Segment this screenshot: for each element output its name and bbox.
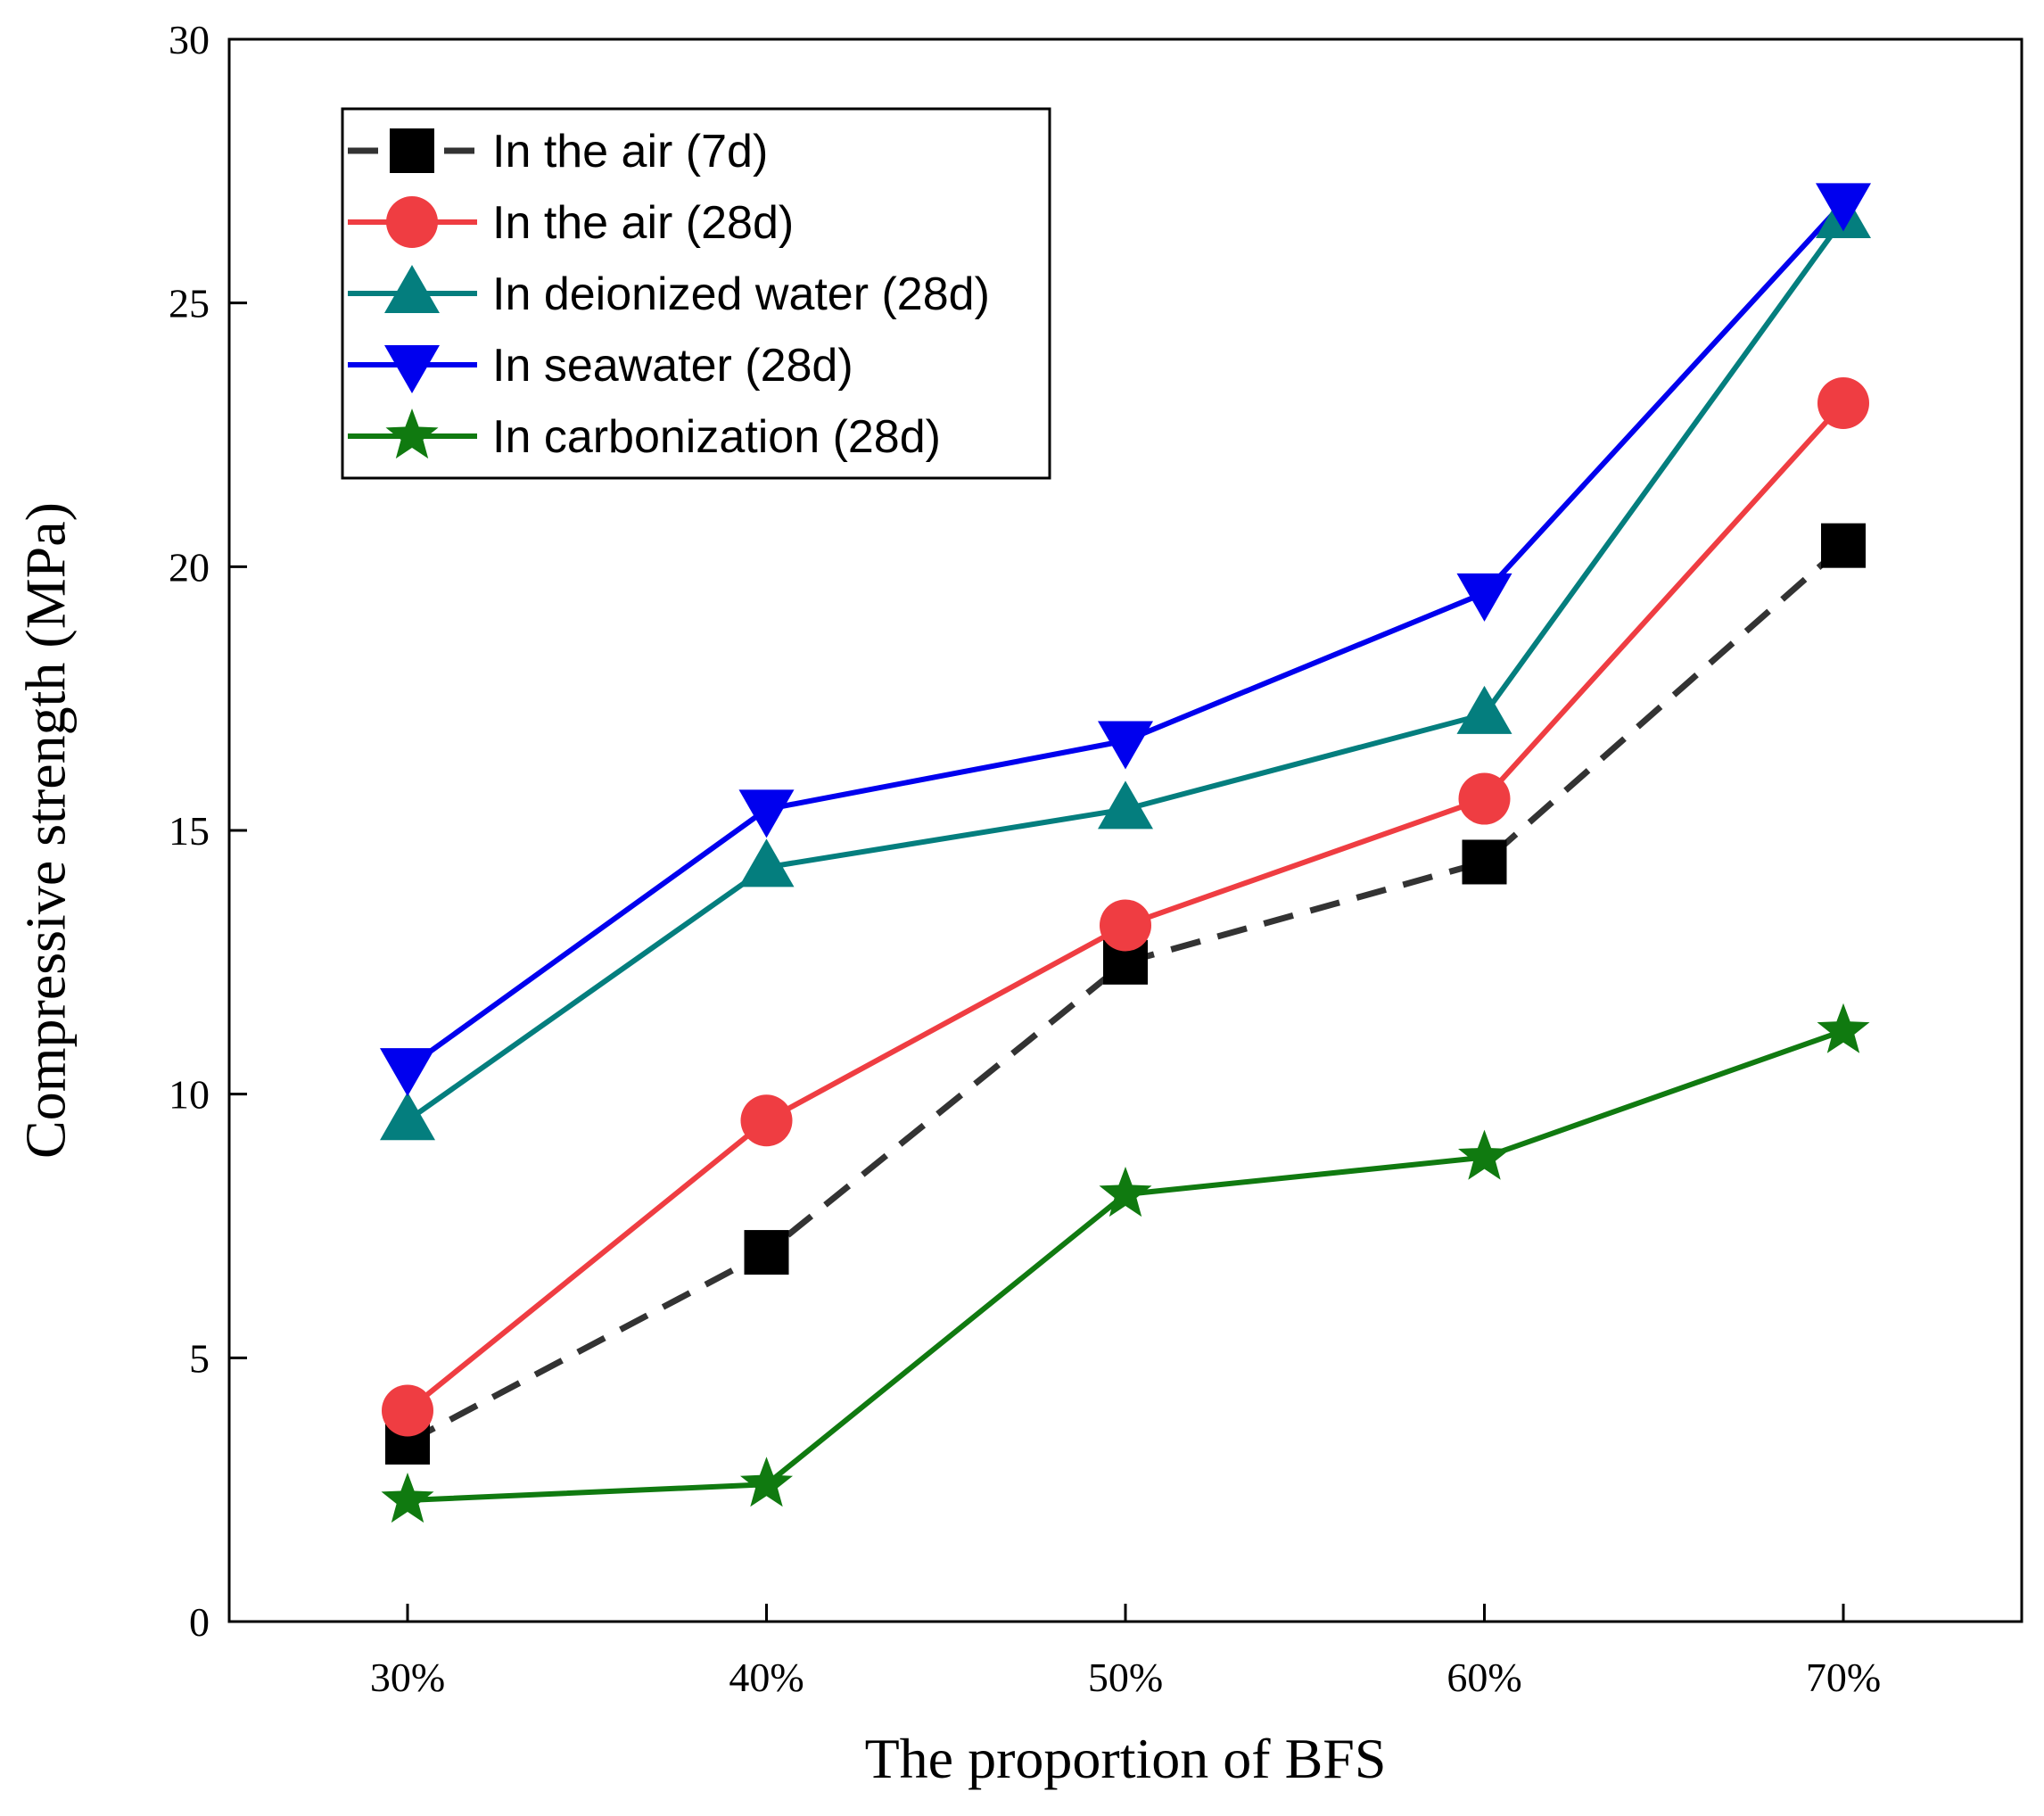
data-point-s4-p4 <box>1456 573 1512 622</box>
data-point-s5-p3 <box>1099 1167 1152 1218</box>
x-tick-label: 40% <box>729 1655 804 1700</box>
legend-marker-5 <box>385 409 439 459</box>
data-point-s4-p3 <box>1098 721 1153 770</box>
data-point-s3-p4 <box>1456 685 1512 734</box>
legend-label-1: In the air (7d) <box>492 126 768 177</box>
data-point-s5-p5 <box>1817 1003 1870 1053</box>
data-point-s4-p2 <box>738 789 795 838</box>
tick-labels: 0 5 10 15 20 25 30 30% 40% 50% 60% 70% <box>169 17 1881 1700</box>
data-point-s2-p4 <box>1458 772 1511 825</box>
y-tick-label: 0 <box>189 1599 210 1645</box>
data-point-s3-p1 <box>380 1092 435 1141</box>
series-line-5 <box>407 1028 1844 1503</box>
legend-marker-4 <box>384 345 440 393</box>
y-tick-label: 25 <box>169 281 210 326</box>
x-tick-label: 70% <box>1806 1655 1881 1700</box>
data-point-s3-p3 <box>1098 780 1153 830</box>
x-tick-label: 60% <box>1446 1655 1521 1700</box>
x-tick-label: 30% <box>370 1655 445 1700</box>
y-tick-label: 5 <box>189 1335 210 1381</box>
y-tick-label: 20 <box>169 544 210 590</box>
data-point-s5-p4 <box>1458 1129 1511 1180</box>
data-point-s1-p4 <box>1462 839 1507 885</box>
legend-label-2: In the air (28d) <box>492 197 794 249</box>
y-tick-label: 15 <box>169 808 210 854</box>
data-point-s2-p2 <box>740 1094 793 1147</box>
legend-marker-1 <box>390 128 434 173</box>
series-line-1 <box>406 543 1846 1445</box>
data-point-s5-p1 <box>381 1473 434 1523</box>
legend-marker-2 <box>386 196 438 248</box>
series-markers <box>380 183 1871 1523</box>
legend: In the air (7d) In the air (28d) In deioni… <box>341 107 1051 480</box>
data-point-s1-p5 <box>1821 523 1866 568</box>
data-point-s2-p3 <box>1100 899 1151 952</box>
legend-label-4: In seawater (28d) <box>492 340 853 392</box>
y-tick-label: 30 <box>169 17 210 62</box>
data-point-s2-p5 <box>1817 377 1869 430</box>
data-point-s3-p2 <box>738 838 795 887</box>
y-tick-label: 10 <box>169 1072 210 1118</box>
legend-label-3: In deionized water (28d) <box>492 268 990 320</box>
data-point-s4-p1 <box>380 1048 435 1097</box>
x-tick-label: 50% <box>1088 1655 1163 1700</box>
x-axis-title: The proportion of BFS <box>865 1727 1387 1790</box>
legend-label-5: In carbonization (28d) <box>492 411 941 463</box>
data-point-s4-p5 <box>1816 183 1871 232</box>
data-point-s5-p2 <box>740 1457 793 1507</box>
legend-marker-3 <box>384 265 440 313</box>
data-point-s1-p2 <box>744 1230 789 1275</box>
y-axis-title: Compressive strength (MPa) <box>14 502 78 1159</box>
axis-ticks <box>229 37 1845 1623</box>
data-point-s2-p1 <box>382 1384 433 1437</box>
